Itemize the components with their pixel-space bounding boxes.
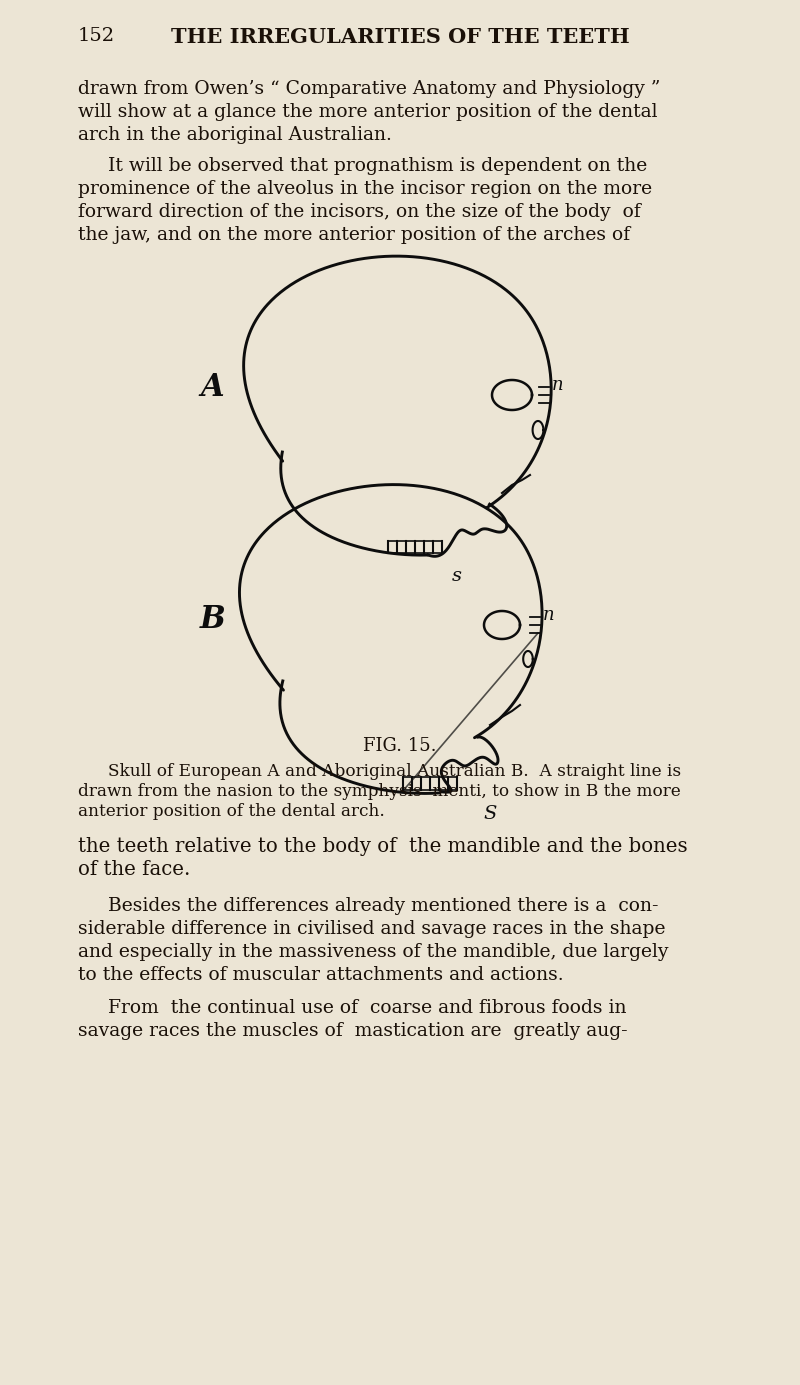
Text: Skull of European A and Aboriginal Australian B.  A straight line is: Skull of European A and Aboriginal Austr…	[108, 763, 681, 780]
Text: 152: 152	[78, 26, 115, 44]
Text: s: s	[452, 566, 462, 584]
Text: arch in the aboriginal Australian.: arch in the aboriginal Australian.	[78, 126, 392, 144]
Text: n: n	[552, 375, 564, 393]
Text: THE IRREGULARITIES OF THE TEETH: THE IRREGULARITIES OF THE TEETH	[170, 26, 630, 47]
Text: FIG. 15.: FIG. 15.	[363, 737, 437, 755]
Text: to the effects of muscular attachments and actions.: to the effects of muscular attachments a…	[78, 965, 564, 983]
Text: S: S	[483, 805, 496, 823]
Text: forward direction of the incisors, on the size of the body  of: forward direction of the incisors, on th…	[78, 204, 641, 222]
Text: savage races the muscles of  mastication are  greatly aug-: savage races the muscles of mastication …	[78, 1022, 628, 1040]
Text: drawn from Owen’s “ Comparative Anatomy and Physiology ”: drawn from Owen’s “ Comparative Anatomy …	[78, 80, 660, 98]
Text: of the face.: of the face.	[78, 860, 190, 879]
Text: B: B	[200, 604, 226, 634]
Text: From  the continual use of  coarse and fibrous foods in: From the continual use of coarse and fib…	[108, 999, 626, 1017]
Text: drawn from the nasion to the symphysis  menti, to show in B the more: drawn from the nasion to the symphysis m…	[78, 783, 681, 801]
Text: A: A	[200, 371, 224, 403]
Text: will show at a glance the more anterior position of the dental: will show at a glance the more anterior …	[78, 102, 658, 120]
Text: the teeth relative to the body of  the mandible and the bones: the teeth relative to the body of the ma…	[78, 837, 688, 856]
Text: and especially in the massiveness of the mandible, due largely: and especially in the massiveness of the…	[78, 943, 669, 961]
Text: Besides the differences already mentioned there is a  con-: Besides the differences already mentione…	[108, 897, 658, 915]
Text: siderable difference in civilised and savage races in the shape: siderable difference in civilised and sa…	[78, 920, 666, 938]
Text: n: n	[543, 607, 554, 625]
Text: prominence of the alveolus in the incisor region on the more: prominence of the alveolus in the inciso…	[78, 180, 652, 198]
Text: anterior position of the dental arch.: anterior position of the dental arch.	[78, 803, 385, 820]
Text: the jaw, and on the more anterior position of the arches of: the jaw, and on the more anterior positi…	[78, 226, 630, 244]
Text: It will be observed that prognathism is dependent on the: It will be observed that prognathism is …	[108, 157, 647, 175]
